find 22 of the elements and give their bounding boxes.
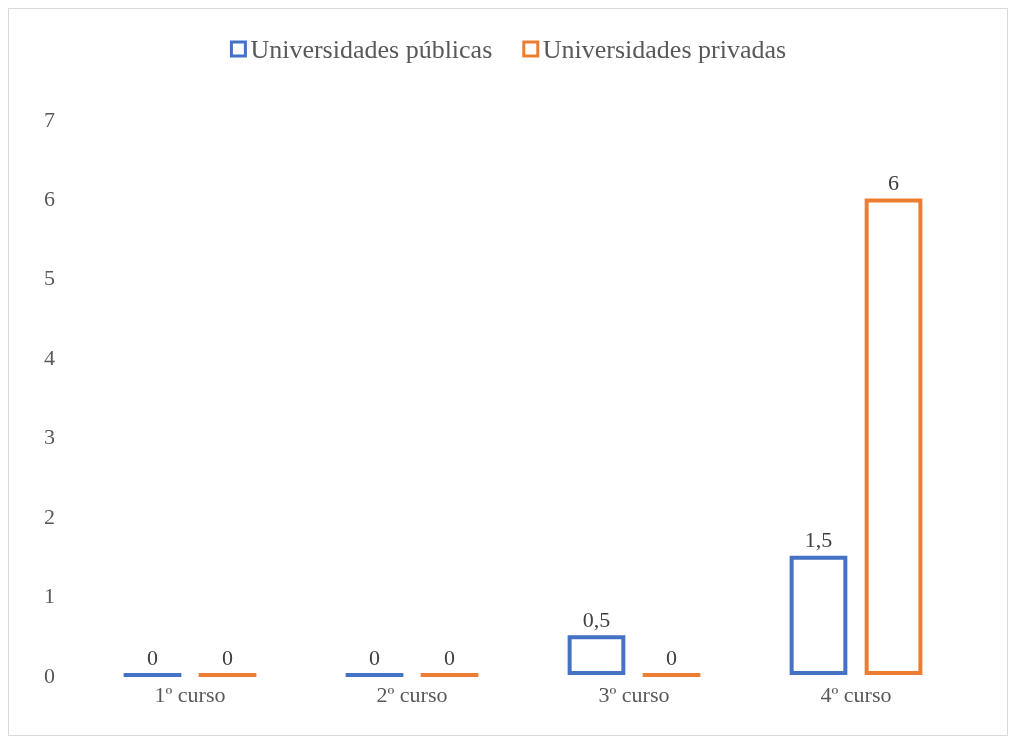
x-tick-label: 3º curso (598, 681, 670, 707)
data-label: 0 (666, 644, 678, 670)
legend-label: Universidades públicas (250, 34, 493, 64)
x-tick-label: 2º curso (376, 681, 448, 707)
data-label: 0 (368, 644, 380, 670)
data-label: 6 (888, 169, 900, 195)
data-label: 0 (444, 644, 456, 670)
y-tick-label: 1 (44, 583, 55, 609)
x-tick-label: 1º curso (154, 681, 226, 707)
y-tick-label: 6 (44, 185, 55, 211)
y-tick-label: 3 (44, 424, 55, 450)
data-label: 1,5 (804, 527, 833, 553)
y-tick-label: 0 (44, 662, 55, 688)
data-label: 0 (222, 644, 234, 670)
y-tick-label: 4 (44, 344, 55, 370)
data-label: 0,5 (582, 606, 611, 632)
legend-label: Universidades privadas (542, 34, 787, 64)
x-tick-label: 4º curso (820, 681, 892, 707)
y-tick-label: 7 (44, 106, 55, 132)
y-tick-label: 2 (44, 503, 55, 529)
data-label: 0 (146, 644, 158, 670)
y-tick-label: 5 (44, 265, 55, 291)
